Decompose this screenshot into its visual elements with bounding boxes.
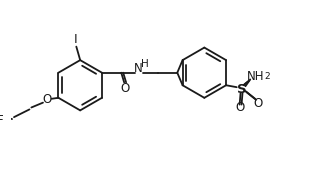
- Text: F: F: [0, 114, 4, 127]
- Text: 2: 2: [265, 72, 270, 81]
- Text: O: O: [121, 82, 130, 95]
- Text: O: O: [235, 101, 244, 114]
- Text: I: I: [74, 33, 77, 46]
- Text: S: S: [237, 83, 246, 96]
- Text: O: O: [42, 93, 51, 106]
- Text: N: N: [134, 62, 143, 75]
- Text: NH: NH: [247, 70, 265, 83]
- Text: O: O: [253, 97, 263, 110]
- Text: H: H: [141, 59, 148, 69]
